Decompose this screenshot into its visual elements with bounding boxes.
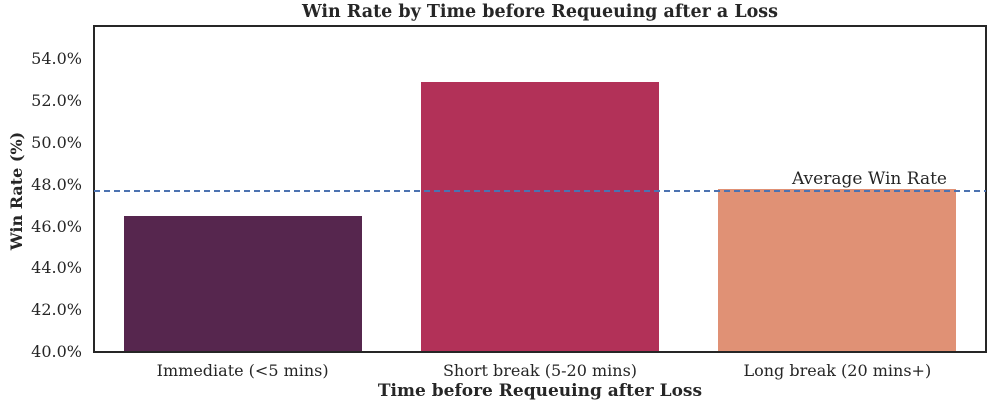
y-tick-label: 46.0% xyxy=(31,216,82,236)
x-axis-title: Time before Requeuing after Loss xyxy=(377,381,703,401)
average-line xyxy=(94,190,986,193)
y-tick-label: 52.0% xyxy=(31,91,82,111)
average-line-label: Average Win Rate xyxy=(791,169,947,190)
x-tick-label: Short break (5-20 mins) xyxy=(442,361,638,380)
y-tick-label: 48.0% xyxy=(31,174,82,194)
x-tick-label: Immediate (<5 mins) xyxy=(156,361,329,380)
y-tick-label: 42.0% xyxy=(31,300,82,320)
bar xyxy=(421,82,659,352)
y-tick-label: 40.0% xyxy=(31,342,82,361)
y-tick-label: 44.0% xyxy=(31,258,82,278)
bar xyxy=(718,189,957,352)
x-tick-label: Long break (20 mins+) xyxy=(743,361,932,380)
y-tick-label: 50.0% xyxy=(31,133,82,153)
bar xyxy=(123,216,362,352)
y-axis-title: Win Rate (%) xyxy=(7,131,26,251)
chart-title: Win Rate by Time before Requeuing after … xyxy=(301,2,779,22)
y-tick-label: 54.0% xyxy=(31,49,82,69)
